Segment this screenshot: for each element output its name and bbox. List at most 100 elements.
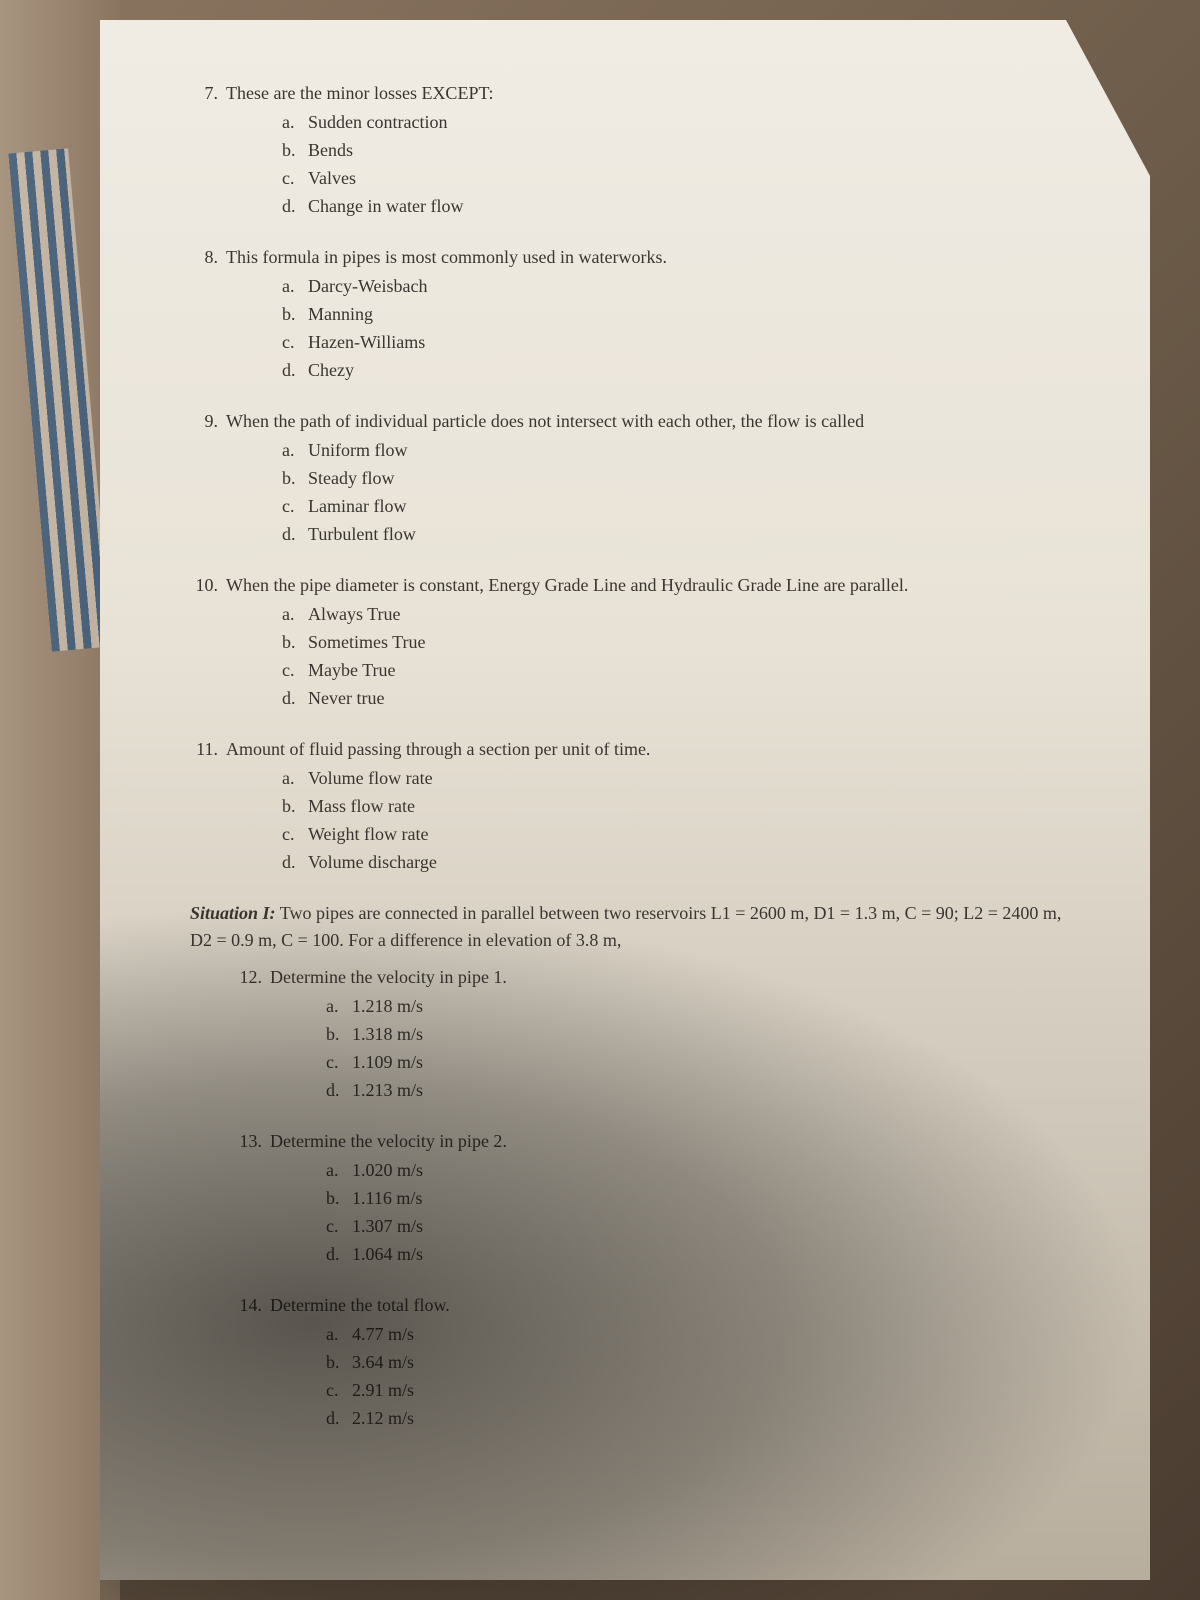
opt-letter: d. [326, 1405, 352, 1432]
opt-text: 1.213 m/s [352, 1077, 423, 1104]
q-number: 11. [190, 736, 226, 763]
opt-text: Valves [308, 165, 356, 192]
opt-letter: a. [282, 765, 308, 792]
opt-letter: b. [282, 629, 308, 656]
opt-letter: a. [326, 993, 352, 1020]
opt-letter: a. [282, 601, 308, 628]
situation-text: Two pipes are connected in parallel betw… [190, 903, 1061, 950]
opt-letter: b. [326, 1185, 352, 1212]
q-number: 8. [190, 244, 226, 271]
opt-text: 3.64 m/s [352, 1349, 414, 1376]
opt-letter: a. [282, 437, 308, 464]
opt-letter: d. [282, 357, 308, 384]
option-b: b.Mass flow rate [282, 793, 1080, 820]
question-12: 12. Determine the velocity in pipe 1. a.… [234, 964, 1080, 1104]
opt-text: Maybe True [308, 657, 396, 684]
option-d: d.Never true [282, 685, 1080, 712]
opt-letter: d. [282, 193, 308, 220]
option-b: b.3.64 m/s [326, 1349, 1080, 1376]
opt-text: Volume flow rate [308, 765, 433, 792]
question-8: 8. This formula in pipes is most commonl… [190, 244, 1080, 384]
opt-letter: b. [326, 1021, 352, 1048]
opt-letter: a. [282, 273, 308, 300]
option-d: d.Chezy [282, 357, 1080, 384]
option-b: b.Steady flow [282, 465, 1080, 492]
opt-text: 1.116 m/s [352, 1185, 422, 1212]
opt-text: 1.064 m/s [352, 1241, 423, 1268]
option-a: a.Sudden contraction [282, 109, 1080, 136]
opt-letter: c. [282, 657, 308, 684]
opt-text: Hazen-Williams [308, 329, 425, 356]
q-number: 10. [190, 572, 226, 599]
option-a: a.Always True [282, 601, 1080, 628]
opt-letter: a. [326, 1157, 352, 1184]
q-stem: Determine the velocity in pipe 1. [270, 964, 1080, 991]
option-c: c.1.307 m/s [326, 1213, 1080, 1240]
option-d: d.Change in water flow [282, 193, 1080, 220]
opt-letter: b. [326, 1349, 352, 1376]
q-stem: Determine the total flow. [270, 1292, 1080, 1319]
question-13: 13. Determine the velocity in pipe 2. a.… [234, 1128, 1080, 1268]
q-stem: Amount of fluid passing through a sectio… [226, 736, 1080, 763]
option-b: b.Bends [282, 137, 1080, 164]
option-b: b.1.116 m/s [326, 1185, 1080, 1212]
option-d: d.2.12 m/s [326, 1405, 1080, 1432]
option-c: c.1.109 m/s [326, 1049, 1080, 1076]
options-list: a.4.77 m/s b.3.64 m/s c.2.91 m/s d.2.12 … [326, 1321, 1080, 1432]
opt-letter: d. [282, 521, 308, 548]
opt-text: 1.020 m/s [352, 1157, 423, 1184]
opt-letter: c. [282, 165, 308, 192]
option-a: a.1.218 m/s [326, 993, 1080, 1020]
opt-letter: d. [326, 1241, 352, 1268]
option-c: c.Laminar flow [282, 493, 1080, 520]
option-d: d.1.213 m/s [326, 1077, 1080, 1104]
opt-text: 1.307 m/s [352, 1213, 423, 1240]
option-c: c.2.91 m/s [326, 1377, 1080, 1404]
options-list: a.Uniform flow b.Steady flow c.Laminar f… [282, 437, 1080, 548]
option-a: a.Uniform flow [282, 437, 1080, 464]
opt-text: Mass flow rate [308, 793, 415, 820]
option-d: d.Turbulent flow [282, 521, 1080, 548]
situation-label: Situation I: [190, 903, 276, 923]
opt-letter: b. [282, 465, 308, 492]
opt-text: 2.91 m/s [352, 1377, 414, 1404]
opt-text: Volume discharge [308, 849, 437, 876]
q-stem: This formula in pipes is most commonly u… [226, 244, 1080, 271]
option-c: c.Hazen-Williams [282, 329, 1080, 356]
question-11: 11. Amount of fluid passing through a se… [190, 736, 1080, 876]
opt-letter: a. [282, 109, 308, 136]
options-list: a.1.020 m/s b.1.116 m/s c.1.307 m/s d.1.… [326, 1157, 1080, 1268]
option-a: a.Volume flow rate [282, 765, 1080, 792]
opt-letter: c. [282, 329, 308, 356]
opt-text: Laminar flow [308, 493, 406, 520]
options-list: a.Darcy-Weisbach b.Manning c.Hazen-Willi… [282, 273, 1080, 384]
option-a: a.Darcy-Weisbach [282, 273, 1080, 300]
q-number: 7. [190, 80, 226, 107]
opt-text: Turbulent flow [308, 521, 416, 548]
opt-text: Chezy [308, 357, 354, 384]
q-stem: When the path of individual particle doe… [226, 408, 1080, 435]
q-stem: These are the minor losses EXCEPT: [226, 80, 1080, 107]
opt-text: Darcy-Weisbach [308, 273, 428, 300]
question-10: 10. When the pipe diameter is constant, … [190, 572, 1080, 712]
question-14: 14. Determine the total flow. a.4.77 m/s… [234, 1292, 1080, 1432]
opt-text: Never true [308, 685, 384, 712]
option-c: c.Maybe True [282, 657, 1080, 684]
q-stem: When the pipe diameter is constant, Ener… [226, 572, 1080, 599]
q-number: 14. [234, 1292, 270, 1319]
opt-letter: c. [326, 1213, 352, 1240]
opt-letter: c. [326, 1377, 352, 1404]
option-d: d.Volume discharge [282, 849, 1080, 876]
question-9: 9. When the path of individual particle … [190, 408, 1080, 548]
opt-letter: c. [326, 1049, 352, 1076]
opt-letter: d. [326, 1077, 352, 1104]
option-c: c.Weight flow rate [282, 821, 1080, 848]
opt-text: Manning [308, 301, 373, 328]
opt-letter: b. [282, 301, 308, 328]
opt-letter: d. [282, 849, 308, 876]
opt-text: Sometimes True [308, 629, 426, 656]
opt-text: 1.109 m/s [352, 1049, 423, 1076]
q-stem: Determine the velocity in pipe 2. [270, 1128, 1080, 1155]
opt-text: 1.218 m/s [352, 993, 423, 1020]
exam-paper: 7. These are the minor losses EXCEPT: a.… [100, 20, 1150, 1580]
